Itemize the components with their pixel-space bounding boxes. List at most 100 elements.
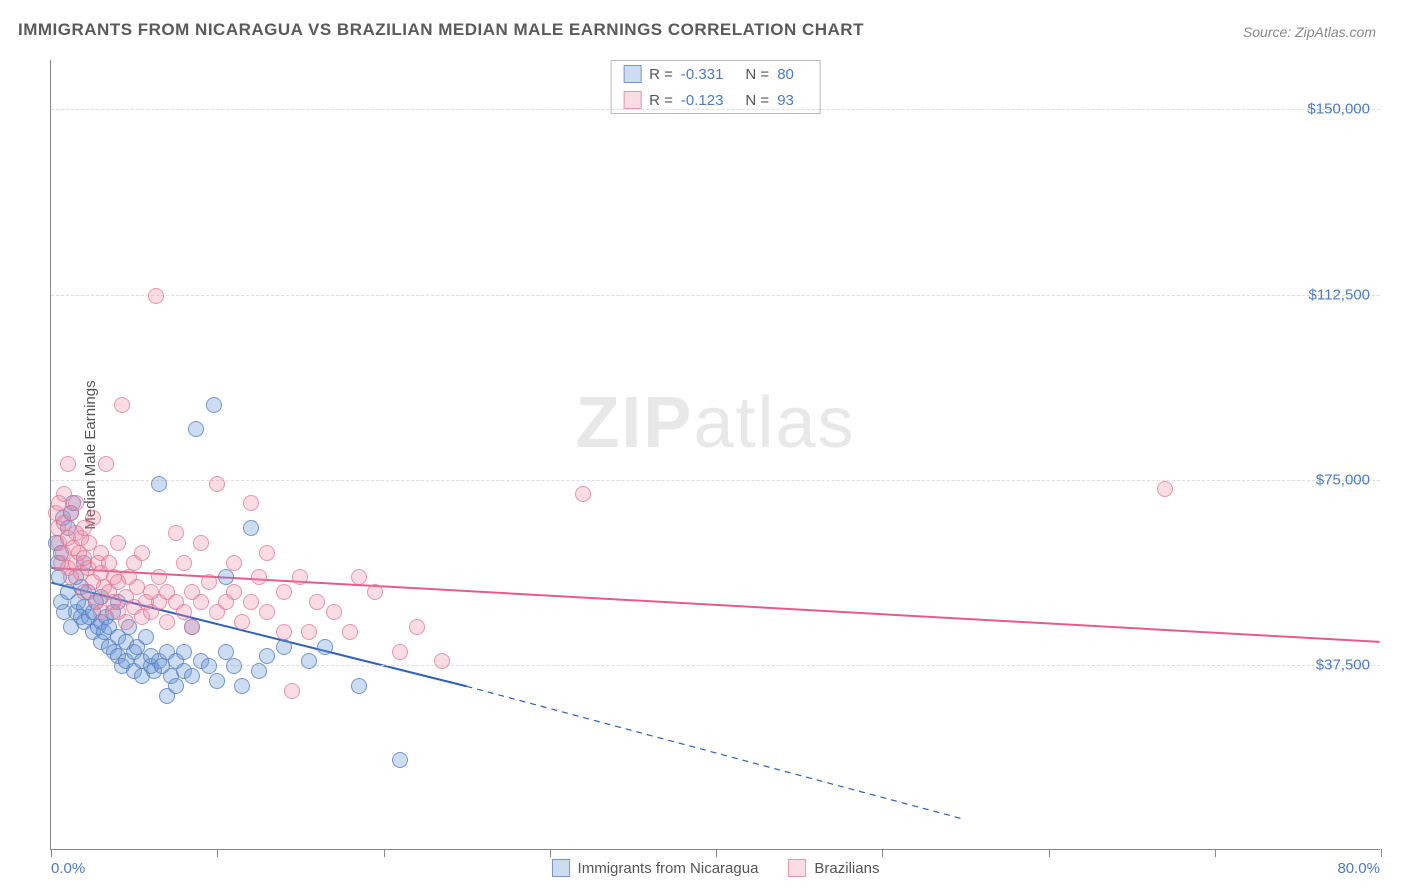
scatter-point [206, 397, 222, 413]
legend-label-1: Brazilians [814, 860, 879, 877]
stats-legend-box: R = -0.331 N = 80 R = -0.123 N = 93 [610, 60, 821, 114]
scatter-point [114, 397, 130, 413]
stats-swatch-1 [623, 91, 641, 109]
scatter-point [351, 569, 367, 585]
scatter-point [159, 614, 175, 630]
scatter-point [218, 644, 234, 660]
watermark-bold: ZIP [575, 383, 693, 463]
scatter-point [201, 574, 217, 590]
scatter-point [351, 678, 367, 694]
scatter-point [251, 569, 267, 585]
x-tick [882, 849, 883, 857]
scatter-point [60, 456, 76, 472]
stats-swatch-0 [623, 65, 641, 83]
trend-lines [51, 60, 1380, 849]
scatter-point [301, 624, 317, 640]
legend-item-1: Brazilians [788, 859, 879, 877]
gridline [51, 665, 1380, 666]
scatter-point [326, 604, 342, 620]
y-tick-label: $75,000 [1316, 471, 1370, 488]
x-tick [384, 849, 385, 857]
x-tick [1049, 849, 1050, 857]
scatter-point [209, 673, 225, 689]
stats-row-0: R = -0.331 N = 80 [611, 61, 820, 87]
stats-n-label-1: N = [745, 92, 769, 109]
scatter-point [284, 683, 300, 699]
scatter-point [134, 545, 150, 561]
legend-label-0: Immigrants from Nicaragua [578, 860, 759, 877]
gridline [51, 109, 1380, 110]
scatter-point [188, 421, 204, 437]
scatter-point [259, 648, 275, 664]
chart-title: IMMIGRANTS FROM NICARAGUA VS BRAZILIAN M… [18, 20, 864, 40]
bottom-legend: Immigrants from Nicaragua Brazilians [552, 859, 880, 877]
y-tick-label: $150,000 [1307, 101, 1370, 118]
scatter-point [317, 639, 333, 655]
scatter-point [243, 594, 259, 610]
scatter-point [292, 569, 308, 585]
scatter-point [226, 584, 242, 600]
scatter-point [193, 535, 209, 551]
scatter-point [276, 584, 292, 600]
stats-n-label-0: N = [745, 66, 769, 83]
x-tick [1381, 849, 1382, 857]
scatter-point [184, 668, 200, 684]
scatter-point [367, 584, 383, 600]
y-tick-label: $37,500 [1316, 656, 1370, 673]
stats-r-label-0: R = [649, 66, 673, 83]
scatter-point [176, 644, 192, 660]
legend-swatch-1 [788, 859, 806, 877]
scatter-point [309, 594, 325, 610]
scatter-point [201, 658, 217, 674]
scatter-point [110, 535, 126, 551]
y-axis-title: Median Male Earnings [82, 380, 99, 529]
chart-container: IMMIGRANTS FROM NICARAGUA VS BRAZILIAN M… [0, 0, 1406, 892]
watermark: ZIPatlas [575, 382, 855, 464]
scatter-point [342, 624, 358, 640]
watermark-light: atlas [693, 383, 855, 463]
x-axis-min-label: 0.0% [51, 860, 85, 877]
x-tick [1215, 849, 1216, 857]
scatter-point [148, 288, 164, 304]
stats-r-value-1: -0.123 [681, 92, 724, 109]
scatter-point [68, 495, 84, 511]
scatter-point [176, 555, 192, 571]
x-tick [716, 849, 717, 857]
scatter-point [218, 569, 234, 585]
scatter-point [276, 624, 292, 640]
scatter-point [276, 639, 292, 655]
x-tick [51, 849, 52, 857]
scatter-point [251, 663, 267, 679]
scatter-point [409, 619, 425, 635]
scatter-point [392, 752, 408, 768]
scatter-point [151, 569, 167, 585]
plot-area: ZIPatlas Median Male Earnings R = -0.331… [50, 60, 1380, 850]
scatter-point [138, 629, 154, 645]
gridline [51, 480, 1380, 481]
scatter-point [243, 520, 259, 536]
scatter-point [226, 555, 242, 571]
gridline [51, 295, 1380, 296]
scatter-point [193, 594, 209, 610]
scatter-point [118, 614, 134, 630]
scatter-point [85, 510, 101, 526]
stats-n-value-1: 93 [777, 92, 794, 109]
x-tick [550, 849, 551, 857]
scatter-point [259, 545, 275, 561]
scatter-point [176, 604, 192, 620]
x-axis-max-label: 80.0% [1337, 860, 1380, 877]
scatter-point [101, 555, 117, 571]
scatter-point [151, 476, 167, 492]
scatter-point [1157, 481, 1173, 497]
stats-r-label-1: R = [649, 92, 673, 109]
y-tick-label: $112,500 [1309, 286, 1370, 303]
legend-swatch-0 [552, 859, 570, 877]
x-tick [217, 849, 218, 857]
scatter-point [234, 614, 250, 630]
scatter-point [575, 486, 591, 502]
scatter-point [234, 678, 250, 694]
legend-item-0: Immigrants from Nicaragua [552, 859, 759, 877]
scatter-point [392, 644, 408, 660]
stats-n-value-0: 80 [777, 66, 794, 83]
scatter-point [243, 495, 259, 511]
